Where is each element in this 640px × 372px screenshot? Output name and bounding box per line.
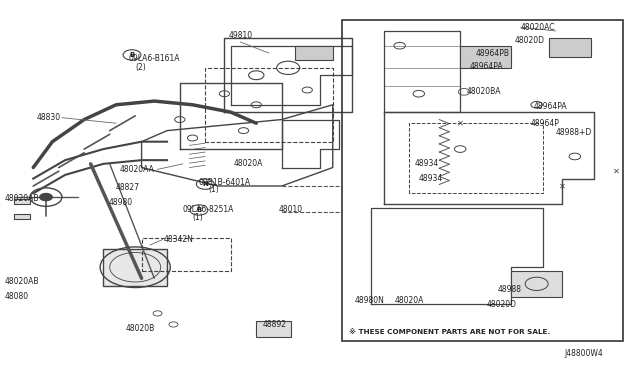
- Text: 48827: 48827: [116, 183, 140, 192]
- Text: 48988: 48988: [497, 285, 521, 294]
- Text: 09B1B-6401A: 09B1B-6401A: [199, 178, 251, 187]
- Text: 09LA6-8251A: 09LA6-8251A: [183, 205, 234, 215]
- Text: 09LA6-B161A: 09LA6-B161A: [129, 54, 180, 63]
- Text: ※ THESE COMPONENT PARTS ARE NOT FOR SALE.: ※ THESE COMPONENT PARTS ARE NOT FOR SALE…: [349, 329, 550, 335]
- Bar: [342, 20, 623, 341]
- Text: 48020D: 48020D: [487, 300, 517, 310]
- Text: B: B: [196, 207, 202, 213]
- Text: 48010: 48010: [278, 205, 303, 215]
- Text: 48020BA: 48020BA: [467, 87, 501, 96]
- Bar: [256, 321, 291, 337]
- Text: J48800W4: J48800W4: [565, 350, 604, 359]
- Text: 48964PB: 48964PB: [476, 49, 510, 58]
- Text: 48020AB: 48020AB: [4, 278, 39, 286]
- Text: 48964P: 48964P: [531, 119, 559, 128]
- Text: 48934: 48934: [414, 159, 438, 169]
- Text: (1): (1): [193, 213, 204, 222]
- Bar: [511, 271, 562, 297]
- Text: N: N: [202, 181, 208, 187]
- Text: 48020A: 48020A: [394, 296, 424, 305]
- Bar: [141, 238, 231, 271]
- Text: 48020D: 48020D: [515, 36, 545, 45]
- Bar: [294, 46, 333, 61]
- Text: 48964PA: 48964PA: [470, 61, 504, 71]
- Text: 48934: 48934: [419, 174, 443, 183]
- Bar: [460, 46, 511, 68]
- Text: ✕: ✕: [457, 119, 464, 128]
- Text: (2): (2): [135, 63, 146, 72]
- Text: 48964PA: 48964PA: [534, 102, 567, 111]
- Text: 48980N: 48980N: [355, 296, 385, 305]
- Bar: [549, 38, 591, 57]
- Text: ✕: ✕: [559, 182, 566, 190]
- Text: 48020A: 48020A: [234, 158, 263, 168]
- Text: ✕: ✕: [613, 167, 620, 176]
- Bar: [14, 199, 30, 205]
- Bar: [14, 214, 30, 219]
- Text: 48342N: 48342N: [164, 235, 194, 244]
- Text: 48020AB: 48020AB: [4, 195, 39, 203]
- Text: 48080: 48080: [4, 292, 29, 301]
- Text: 48020AC: 48020AC: [521, 23, 556, 32]
- Bar: [103, 249, 167, 286]
- Circle shape: [40, 193, 52, 201]
- Text: (1): (1): [209, 185, 220, 194]
- Text: 49810: 49810: [228, 31, 252, 40]
- Text: 48988+D: 48988+D: [556, 128, 592, 137]
- Text: B: B: [129, 52, 134, 58]
- Text: 48020AA: 48020AA: [119, 165, 154, 174]
- Text: 48020B: 48020B: [125, 324, 155, 333]
- Text: 48892: 48892: [262, 320, 287, 329]
- Text: 48980: 48980: [108, 198, 132, 207]
- Text: 48830: 48830: [36, 113, 61, 122]
